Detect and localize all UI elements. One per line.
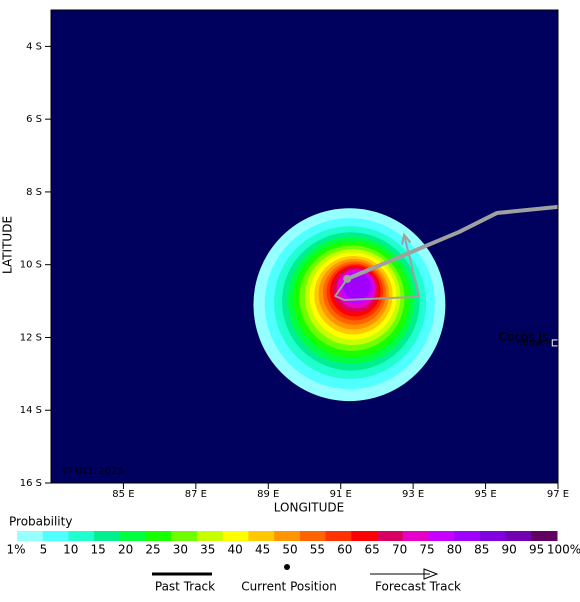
legend-label: 10: [63, 543, 78, 557]
legend-label: 100%: [547, 543, 580, 557]
legend-label: 60: [337, 543, 352, 557]
legend-label: 15: [91, 543, 106, 557]
legend-label: 85: [474, 543, 489, 557]
legend-swatch: [42, 531, 69, 541]
legend-label: 35: [200, 543, 215, 557]
place-label: Cocos Is.: [499, 330, 552, 344]
legend-label: 80: [447, 543, 462, 557]
x-tick-label: 97 E: [547, 489, 569, 500]
map-frame: [50, 9, 559, 484]
x-tick-label: 91 E: [330, 489, 352, 500]
legend-label: 50: [282, 543, 297, 557]
legend-label: 1%: [6, 543, 25, 557]
y-tick-label: 14 S: [20, 405, 42, 416]
current-position-label: Current Position: [241, 580, 337, 594]
legend-swatch: [402, 531, 429, 541]
legend-label: 55: [310, 543, 325, 557]
legend-title: Probability: [9, 515, 72, 529]
x-tick-label: 95 E: [474, 489, 496, 500]
x-tick-label: 87 E: [185, 489, 207, 500]
legend-swatch: [531, 531, 558, 541]
legend-swatch: [17, 531, 44, 541]
forecast-arrow: [401, 232, 412, 245]
legend-swatch: [197, 531, 224, 541]
current-position: [343, 274, 352, 283]
y-axis-label: LATITUDE: [1, 216, 15, 274]
legend-label: 65: [365, 543, 380, 557]
y-tick-label: 4 S: [26, 41, 42, 52]
legend-swatch: [428, 531, 455, 541]
y-tick-label: 12 S: [20, 332, 42, 343]
y-tick-label: 6 S: [26, 114, 42, 125]
x-tick-label: 89 E: [257, 489, 279, 500]
legend-label: 30: [173, 543, 188, 557]
island-marker: [551, 339, 558, 347]
copyright: © UCL 2025: [62, 466, 124, 477]
legend-swatch: [505, 531, 532, 541]
legend-label: 40: [228, 543, 243, 557]
x-tick-label: 93 E: [402, 489, 424, 500]
legend-label: 5: [40, 543, 48, 557]
map-layer: Cocos Is.Home Is.: [253, 204, 558, 402]
y-tick-label: 10 S: [20, 260, 42, 271]
place-label: Home Is.: [516, 338, 556, 348]
x-axis-label: LONGITUDE: [274, 501, 344, 515]
legend-swatch: [351, 531, 378, 541]
y-tick-label: 16 S: [20, 478, 42, 489]
legend-swatch: [299, 531, 327, 541]
forecast-track-label: Forecast Track: [375, 580, 461, 594]
legend-swatch: [145, 531, 172, 541]
legend-swatch: [119, 531, 147, 541]
current-position-key: [284, 564, 290, 570]
legend-swatch: [274, 531, 301, 541]
y-tick-label: 8 S: [26, 187, 42, 198]
legend-swatch: [222, 531, 249, 541]
legend-swatch: [325, 531, 352, 541]
legend-label: 20: [118, 543, 133, 557]
legend-swatch: [171, 531, 198, 541]
legend-swatch: [377, 531, 404, 541]
legend-label: 90: [502, 543, 517, 557]
legend-swatch: [479, 531, 507, 541]
legend-label: 95: [529, 543, 544, 557]
past-track: [346, 204, 558, 281]
legend-label: 70: [392, 543, 407, 557]
legend-label: 75: [419, 543, 434, 557]
legend-label: 25: [145, 543, 160, 557]
forecast-arrow-key: [423, 568, 439, 580]
legend-swatch: [454, 531, 481, 541]
legend-swatch: [68, 531, 95, 541]
forecast-track: [334, 234, 421, 301]
x-tick-label: 85 E: [112, 489, 134, 500]
legend-swatch: [248, 531, 275, 541]
legend-label: 45: [255, 543, 270, 557]
legend-swatch: [94, 531, 121, 541]
past-track-label: Past Track: [155, 580, 215, 594]
